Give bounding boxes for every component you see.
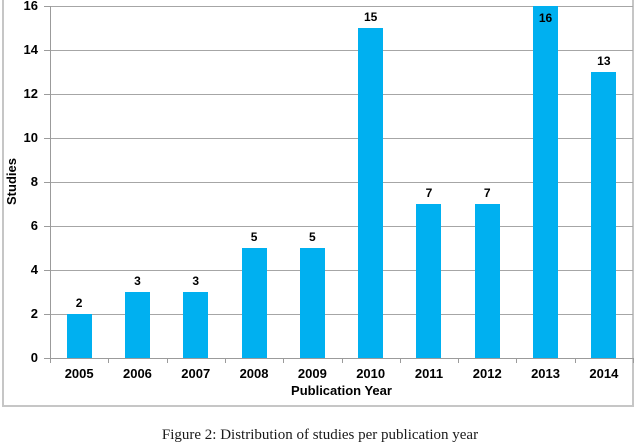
y-axis-tick [44,6,50,7]
bar-value-label: 5 [309,230,316,244]
gridline [50,270,633,271]
gridline [50,138,633,139]
bar [299,248,325,358]
x-tick-label: 2005 [64,366,94,381]
bar [124,292,150,358]
y-tick-label: 6 [30,218,38,233]
x-tick-label: 2012 [472,366,502,381]
y-axis-tick [44,270,50,271]
bar [474,204,500,358]
x-axis-tick [458,358,460,363]
x-tick-label: 2009 [297,366,327,381]
bar-value-label: 7 [483,186,491,200]
x-tick-label: 2010 [356,366,386,381]
gridline [50,182,633,183]
bar [416,204,442,358]
x-tick-label: 2011 [414,366,444,381]
x-axis-tick [224,358,226,363]
gridline [50,314,633,315]
x-axis-tick [516,358,518,363]
bar-value-label: 15 [363,10,378,24]
x-axis-tick [108,358,110,363]
bar [358,28,384,358]
bar-value-label: 3 [134,274,141,288]
gridline [50,6,633,7]
y-axis-tick [44,314,50,315]
bar-value-label: 16 [538,11,553,25]
y-tick-label: 2 [30,306,38,321]
bar [183,292,209,358]
figure-caption: Figure 2: Distribution of studies per pu… [161,427,479,443]
x-axis-tick [50,358,51,363]
bar [241,248,267,358]
x-tick-label: 2007 [181,366,211,381]
bar-value-label: 2 [75,296,83,310]
bar-value-label: 5 [250,230,258,244]
x-axis-tick [574,358,576,363]
x-tick-label: 2013 [531,366,560,381]
bar-value-label: 3 [192,274,200,288]
bar [533,6,559,358]
x-tick-label: 2006 [122,366,152,381]
gridline [50,50,633,51]
x-axis-tick [399,358,401,363]
x-axis-tick [283,358,285,363]
bar-value-label: 7 [425,186,433,200]
x-axis-title: Publication Year [291,383,392,398]
gridline [50,226,633,227]
y-axis-line [50,6,51,363]
y-tick-label: 12 [23,86,38,101]
x-axis-line [44,358,633,359]
x-axis-tick [633,358,634,363]
y-tick-label: 14 [23,42,38,57]
bar [66,314,92,358]
x-axis-tick [166,358,168,363]
x-tick-label: 2008 [239,366,269,381]
y-axis-tick [44,138,50,139]
y-axis-tick [44,226,50,227]
y-tick-label: 4 [30,262,38,277]
y-tick-label: 10 [23,130,38,145]
y-tick-label: 0 [30,350,38,365]
y-axis-tick [44,182,50,183]
bar-value-label: 13 [597,54,611,68]
y-axis-tick [44,50,50,51]
y-axis-tick [44,94,50,95]
y-tick-label: 16 [23,0,38,13]
bar [591,72,617,358]
x-tick-label: 2014 [589,366,619,381]
gridline [50,94,633,95]
y-tick-label: 8 [30,174,38,189]
x-axis-tick [341,358,343,363]
